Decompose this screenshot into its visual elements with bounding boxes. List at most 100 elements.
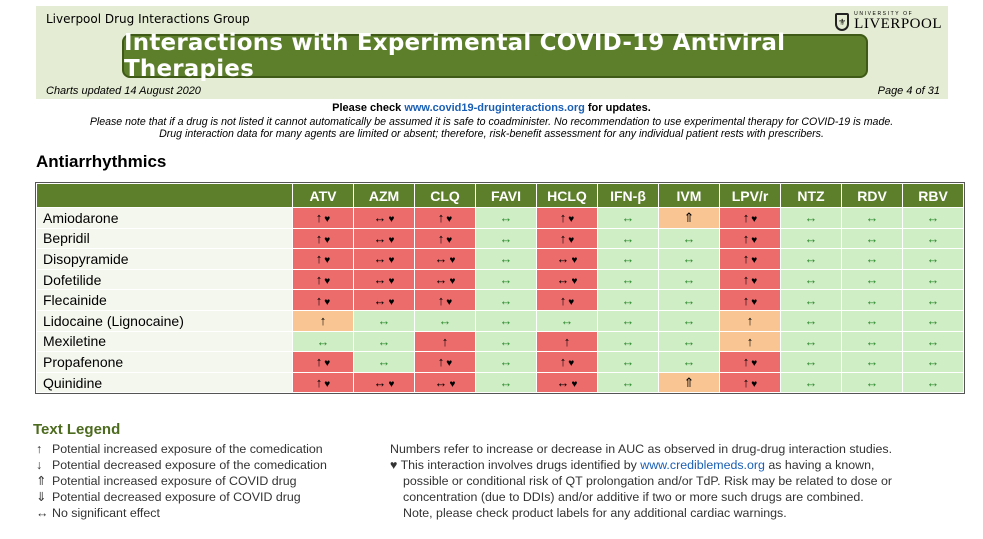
heart-icon: ♥ xyxy=(568,214,575,226)
effect-arrow-icon: ↔ xyxy=(499,292,513,308)
effect-arrow-icon: ↑ xyxy=(742,230,750,246)
interaction-cell: ↑ ♥ xyxy=(292,351,354,373)
auc-note: Numbers refer to increase or decrease in… xyxy=(390,442,893,456)
interaction-cell: ↔ xyxy=(780,248,842,270)
interaction-cell: ↑ ♥ xyxy=(719,371,781,394)
effect-arrow-icon: ↑ xyxy=(559,354,567,370)
heart-icon: ♥ xyxy=(324,358,331,370)
interaction-cell: ↔ ♥ xyxy=(353,227,415,250)
interaction-cell: ↔ ♥ xyxy=(536,248,598,270)
interaction-cell: ↔ xyxy=(902,289,964,311)
interaction-cell: ⇑ xyxy=(658,371,720,394)
table-row: Flecainide ↑ ♥ ↔ ♥ ↑ ♥ ↔ ↑ ♥ ↔ ↔ ↑ ♥ ↔ ↔ ↔ xyxy=(36,289,964,311)
effect-arrow-icon: ↔ xyxy=(682,272,696,288)
interaction-cell: ↔ xyxy=(780,351,842,373)
effect-arrow-icon: ↔ xyxy=(377,354,391,370)
effect-arrow-icon: ↔ xyxy=(865,272,879,288)
effect-arrow-icon: ↔ xyxy=(377,313,391,329)
effect-arrow-icon: ↑ xyxy=(315,230,323,246)
heart-icon: ♥ xyxy=(388,379,395,391)
interaction-table: ATV AZM CLQ FAVI HCLQ IFN-β IVM LPV/r NTZ RDV RBV … xyxy=(35,181,965,395)
interaction-cell: ↔ ♥ xyxy=(353,248,415,270)
interaction-cell: ↑ ♥ xyxy=(414,289,476,311)
heart-icon: ♥ xyxy=(388,255,395,267)
interaction-cell: ↔ xyxy=(841,207,903,229)
drug-name: Lidocaine (Lignocaine) xyxy=(36,309,293,332)
interaction-cell: ↑ xyxy=(719,330,781,353)
effect-arrow-icon: ↔ xyxy=(926,272,940,288)
interaction-cell: ↔ xyxy=(475,351,537,373)
effect-arrow-icon: ↔ xyxy=(621,333,635,349)
interaction-cell: ↔ ♥ xyxy=(536,371,598,394)
effect-arrow-icon: ↑ xyxy=(742,210,750,226)
heart-icon: ♥ xyxy=(568,358,575,370)
drug-name: Bepridil xyxy=(36,227,293,250)
interaction-cell: ↔ xyxy=(902,268,964,291)
table-row: Bepridil ↑ ♥ ↔ ♥ ↑ ♥ ↔ ↑ ♥ ↔ ↔ ↑ ♥ ↔ ↔ ↔ xyxy=(36,227,964,250)
covid-site-link[interactable]: www.covid19-druginteractions.org xyxy=(404,102,585,114)
interaction-cell: ↔ ♥ xyxy=(353,207,415,229)
logo-small-text: UNIVERSITY OF xyxy=(854,11,914,17)
effect-arrow-icon: ↑ xyxy=(742,272,750,288)
interaction-cell: ↔ xyxy=(780,207,842,229)
effect-arrow-icon: ↔ xyxy=(373,292,387,308)
effect-arrow-icon: ↑ xyxy=(559,230,567,246)
heart-icon: ♥ xyxy=(446,214,453,226)
interaction-cell: ↑ ♥ xyxy=(414,227,476,250)
effect-arrow-icon: ↑ xyxy=(315,375,323,391)
interaction-cell: ↔ xyxy=(780,268,842,291)
heart-icon: ♥ xyxy=(388,296,395,308)
effect-arrow-icon: ↔ xyxy=(621,230,635,246)
effect-arrow-icon: ↔ xyxy=(682,230,696,246)
effect-arrow-icon: ↔ xyxy=(804,333,818,349)
interaction-cell: ↔ ♥ xyxy=(353,371,415,394)
table-row: Disopyramide ↑ ♥ ↔ ♥ ↔ ♥ ↔ ↔ ♥ ↔ ↔ ↑ ♥ ↔ ↔ ↔ xyxy=(36,248,964,270)
effect-arrow-icon: ↔ xyxy=(499,230,513,246)
interaction-cell: ↔ xyxy=(597,207,659,229)
interaction-cell: ↑ ♥ xyxy=(292,268,354,291)
table-row: Propafenone ↑ ♥ ↔ ↑ ♥ ↔ ↑ ♥ ↔ ↔ ↑ ♥ ↔ ↔ ↔ xyxy=(36,351,964,373)
effect-arrow-icon: ↔ xyxy=(621,272,635,288)
header-corner xyxy=(36,183,293,208)
effect-arrow-icon: ↔ xyxy=(373,230,387,246)
interaction-cell: ↔ xyxy=(902,371,964,394)
effect-arrow-icon: ↑ xyxy=(746,333,754,349)
effect-arrow-icon: ↔ xyxy=(556,251,570,267)
effect-arrow-icon: ↔ xyxy=(804,313,818,329)
interaction-cell: ↔ xyxy=(902,330,964,353)
table-row: Quinidine ↑ ♥ ↔ ♥ ↔ ♥ ↔ ↔ ♥ ↔ ⇑ ↑ ♥ ↔ ↔ ↔ xyxy=(36,371,964,394)
section-title: Antiarrhythmics xyxy=(36,152,167,171)
interaction-cell: ↔ xyxy=(841,330,903,353)
legend-symbols: ↑ Potential increased exposure of the com… xyxy=(36,441,327,521)
effect-arrow-icon: ↑ xyxy=(441,333,449,349)
effect-arrow-icon: ↔ xyxy=(865,292,879,308)
effect-arrow-icon: ↔ xyxy=(804,230,818,246)
interaction-cell: ↔ xyxy=(658,227,720,250)
interaction-cell: ↔ xyxy=(902,309,964,332)
interaction-cell: ↔ xyxy=(780,309,842,332)
interaction-cell: ↔ xyxy=(597,268,659,291)
interaction-cell: ↔ ♥ xyxy=(414,371,476,394)
interaction-cell: ↔ xyxy=(475,309,537,332)
effect-arrow-icon: ↔ xyxy=(434,375,448,391)
disclaimer-note: Please note that if a drug is not listed… xyxy=(89,116,894,140)
effect-arrow-icon: ↔ xyxy=(682,292,696,308)
heart-icon: ♥ xyxy=(324,234,331,246)
heart-icon: ♥ xyxy=(571,276,578,288)
effect-arrow-icon: ↔ xyxy=(682,354,696,370)
effect-arrow-icon: ↔ xyxy=(373,210,387,226)
effect-arrow-icon: ↔ xyxy=(926,210,940,226)
table-row: Mexiletine ↔ ↔ ↑ ↔ ↑ ↔ ↔ ↑ ↔ ↔ ↔ xyxy=(36,330,964,353)
heart-icon: ♥ xyxy=(324,296,331,308)
effect-arrow-icon: ↑ xyxy=(742,251,750,267)
interaction-cell: ↔ xyxy=(841,309,903,332)
interaction-cell: ↔ xyxy=(597,227,659,250)
interaction-cell: ↔ xyxy=(658,248,720,270)
interaction-cell: ↑ ♥ xyxy=(414,351,476,373)
crediblemeds-link[interactable]: www.crediblemeds.org xyxy=(640,458,765,472)
interaction-cell: ↔ ♥ xyxy=(353,289,415,311)
interaction-cell: ↔ xyxy=(475,207,537,229)
heart-icon: ♥ xyxy=(449,255,456,267)
legend-symbol-icon: ↑ xyxy=(36,442,43,456)
effect-arrow-icon: ↔ xyxy=(499,210,513,226)
